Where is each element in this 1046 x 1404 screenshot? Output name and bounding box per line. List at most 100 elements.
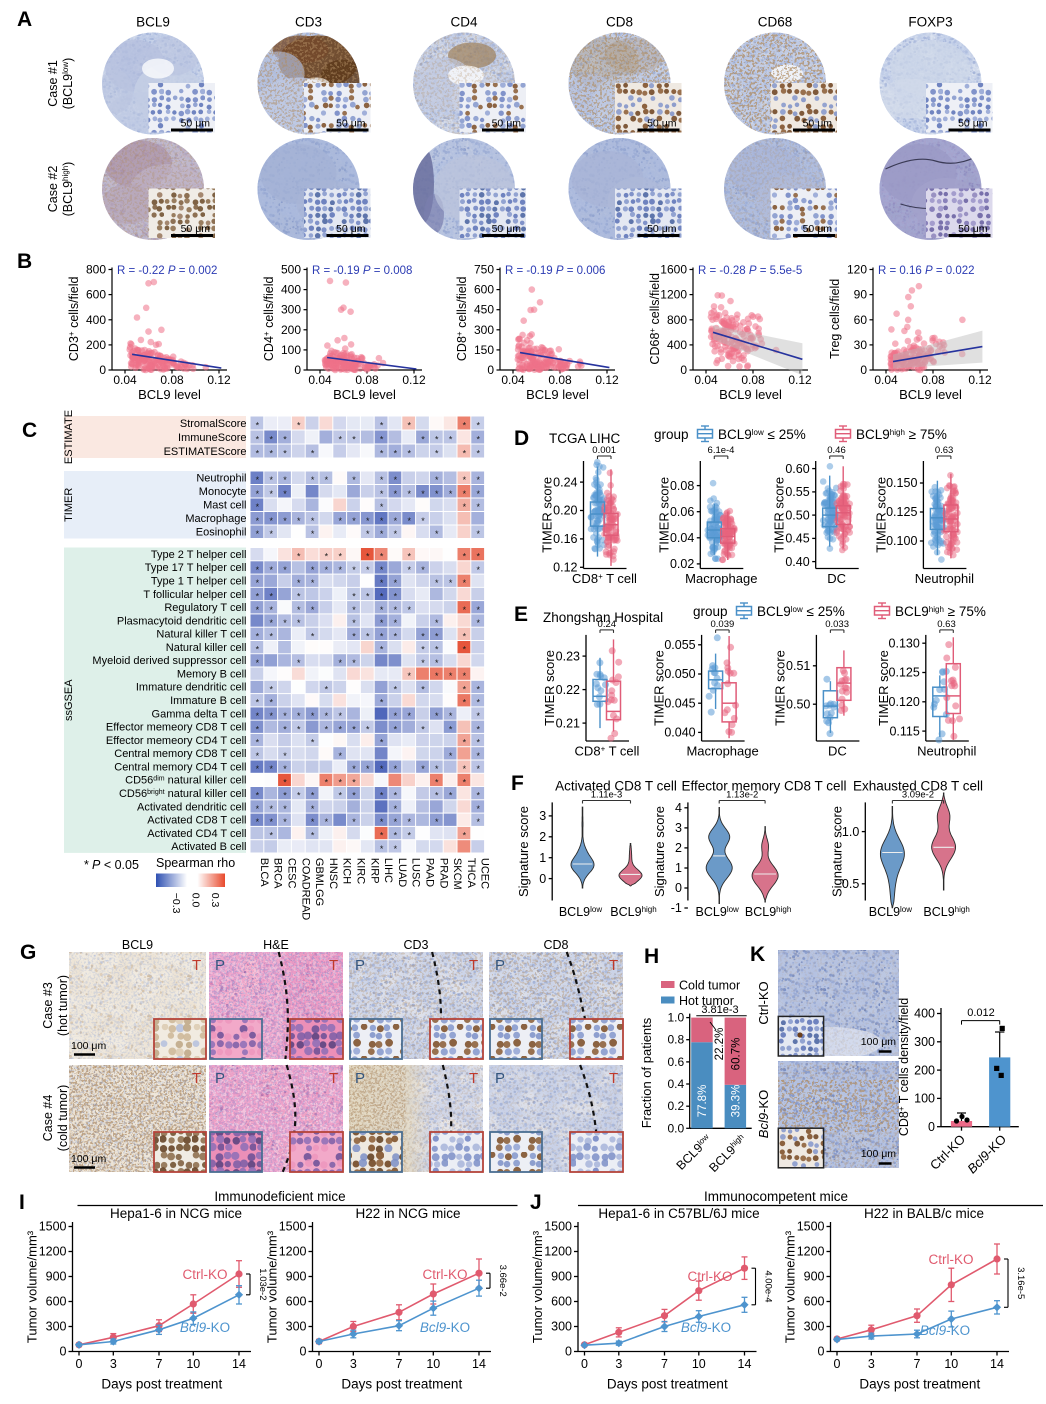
svg-text:*: * <box>435 645 439 655</box>
svg-text:Activated CD4 T cell: Activated CD4 T cell <box>147 828 246 840</box>
svg-text:HNSC: HNSC <box>327 858 339 889</box>
svg-text:Gamma delta T cell: Gamma delta T cell <box>152 708 247 720</box>
svg-text:*: * <box>269 489 273 499</box>
svg-text:*: * <box>325 475 329 485</box>
svg-text:*: * <box>256 764 260 774</box>
svg-text:*: * <box>338 724 342 734</box>
svg-text:*: * <box>476 764 480 774</box>
svg-text:*: * <box>297 658 301 668</box>
svg-text:Hot tumor: Hot tumor <box>679 994 734 1008</box>
svg-text:100: 100 <box>914 1092 935 1106</box>
svg-text:Cold tumor: Cold tumor <box>679 979 740 993</box>
svg-text:*: * <box>394 724 398 734</box>
svg-text:*: * <box>435 489 439 499</box>
svg-text:*: * <box>256 738 260 748</box>
svg-text:*: * <box>84 858 89 872</box>
svg-text:CD68: CD68 <box>758 15 793 30</box>
svg-text:*: * <box>311 831 315 841</box>
svg-text:1500: 1500 <box>797 1220 825 1234</box>
svg-text:0.040: 0.040 <box>664 726 695 740</box>
svg-text:GBMLGG: GBMLGG <box>313 858 325 906</box>
svg-text:*: * <box>256 724 260 734</box>
svg-text:800: 800 <box>667 313 687 327</box>
svg-text:*: * <box>394 489 398 499</box>
svg-text:TIMER: TIMER <box>63 488 75 522</box>
svg-text:0.125: 0.125 <box>886 505 917 519</box>
svg-text:LUAD: LUAD <box>396 858 408 887</box>
svg-text:Ctrl-KO: Ctrl-KO <box>756 981 771 1024</box>
svg-text:*: * <box>394 449 398 459</box>
svg-text:0: 0 <box>565 1345 572 1359</box>
svg-text:0: 0 <box>60 1345 67 1359</box>
svg-text:2: 2 <box>675 841 682 855</box>
svg-text:R = -0.19 P = 0.008: R = -0.19 P = 0.008 <box>312 265 412 277</box>
svg-text:*: * <box>297 605 301 615</box>
svg-text:*: * <box>449 578 453 588</box>
svg-text:Case #3: Case #3 <box>41 982 55 1029</box>
svg-text:*: * <box>435 449 439 459</box>
svg-text:BCL9high ≥ 75%: BCL9high ≥ 75% <box>895 604 986 619</box>
svg-text:50 μm: 50 μm <box>958 223 988 235</box>
svg-text:Signature score: Signature score <box>652 806 667 897</box>
svg-text:*: * <box>311 631 315 641</box>
svg-text:0.120: 0.120 <box>889 695 920 709</box>
svg-text:*: * <box>476 435 480 445</box>
svg-text:7: 7 <box>396 1357 403 1371</box>
svg-text:TIMER score: TIMER score <box>542 650 557 726</box>
svg-text:*: * <box>435 777 439 787</box>
svg-text:BCL9 level: BCL9 level <box>899 387 962 402</box>
svg-text:0.04: 0.04 <box>694 373 718 387</box>
svg-text:*: * <box>394 529 398 539</box>
svg-text:CD3: CD3 <box>403 938 428 952</box>
svg-text:*: * <box>311 804 315 814</box>
svg-text:Immature B cell: Immature B cell <box>170 695 246 707</box>
svg-text:0: 0 <box>834 1357 841 1371</box>
svg-text:Natural killer cell: Natural killer cell <box>166 642 247 654</box>
svg-text:*: * <box>283 764 287 774</box>
svg-text:BCL9 level: BCL9 level <box>719 387 782 402</box>
svg-text:*: * <box>435 817 439 827</box>
svg-text:E: E <box>514 603 528 626</box>
svg-text:*: * <box>380 529 384 539</box>
svg-text:39.3%: 39.3% <box>731 1085 743 1118</box>
svg-text:*: * <box>463 764 467 774</box>
svg-text:400: 400 <box>281 283 301 297</box>
svg-text:0.55: 0.55 <box>785 485 809 499</box>
svg-text:*: * <box>338 711 342 721</box>
svg-text:*: * <box>269 631 273 641</box>
svg-text:*: * <box>476 698 480 708</box>
svg-text:*: * <box>380 831 384 841</box>
svg-text:*: * <box>256 489 260 499</box>
svg-text:*: * <box>394 764 398 774</box>
svg-text:0.033: 0.033 <box>825 619 849 630</box>
svg-text:50 μm: 50 μm <box>336 118 366 130</box>
svg-text:Effector memory CD8 T cell: Effector memory CD8 T cell <box>681 779 846 794</box>
svg-text:*: * <box>380 764 384 774</box>
svg-text:1200: 1200 <box>660 288 687 302</box>
svg-text:750: 750 <box>474 263 494 277</box>
svg-text:*: * <box>394 804 398 814</box>
svg-text:0.0: 0.0 <box>189 893 201 908</box>
svg-text:*: * <box>394 817 398 827</box>
svg-text:*: * <box>269 605 273 615</box>
svg-text:0.045: 0.045 <box>664 696 695 710</box>
svg-text:1: 1 <box>675 861 682 875</box>
svg-text:CD56bright natural killer cell: CD56bright natural killer cell <box>119 788 247 800</box>
svg-text:Bcl9-KO: Bcl9-KO <box>420 1320 470 1335</box>
svg-text:*: * <box>463 502 467 512</box>
svg-text:*: * <box>463 831 467 841</box>
svg-text:R = -0.28 P = 5.5e-5: R = -0.28 P = 5.5e-5 <box>698 265 802 277</box>
svg-text:I: I <box>19 1191 25 1214</box>
svg-text:*: * <box>325 711 329 721</box>
svg-text:*: * <box>297 578 301 588</box>
svg-text:0.115: 0.115 <box>889 724 919 738</box>
svg-text:1200: 1200 <box>39 1245 67 1259</box>
svg-text:TIMER score: TIMER score <box>873 477 888 553</box>
svg-text:0.63: 0.63 <box>937 619 956 630</box>
svg-text:0.12: 0.12 <box>207 373 231 387</box>
svg-text:Days post treatment: Days post treatment <box>341 1377 462 1392</box>
svg-text:3: 3 <box>110 1357 117 1371</box>
svg-text:CD3: CD3 <box>295 15 322 30</box>
svg-text:*: * <box>366 552 370 562</box>
svg-text:*: * <box>407 489 411 499</box>
